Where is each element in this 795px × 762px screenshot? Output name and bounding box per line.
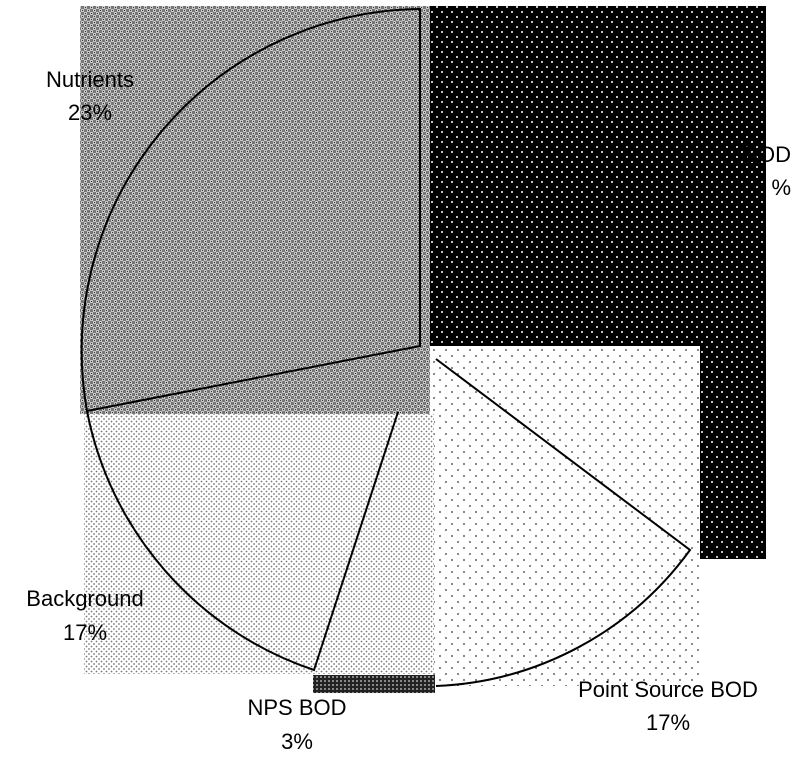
slice-background [86, 410, 399, 672]
label-background-percent: 17% [63, 620, 107, 645]
slice-point-source-bod [435, 358, 692, 687]
label-nutrients: Nutrients [46, 67, 134, 92]
swatch-background [84, 414, 434, 674]
label-nps-bod-percent: 3% [281, 729, 313, 754]
label-background: Background [26, 586, 143, 611]
label-nutrients-percent: 23% [68, 100, 112, 125]
label-point-source-bod: Point Source BOD [578, 677, 758, 702]
swatch-point-source-bod [430, 346, 700, 686]
label-nps-bod: NPS BOD [247, 695, 346, 720]
slice-nutrients [80, 7, 421, 413]
label-bod: BOD [743, 142, 791, 167]
swatch-bod-lower [700, 346, 766, 559]
swatch-bod [430, 6, 766, 346]
label-point-source-bod-percent: 17% [646, 710, 690, 735]
swatch-nutrients [80, 6, 430, 414]
swatch-nps-bod [313, 675, 435, 693]
label-bod-percent: % [771, 175, 791, 200]
